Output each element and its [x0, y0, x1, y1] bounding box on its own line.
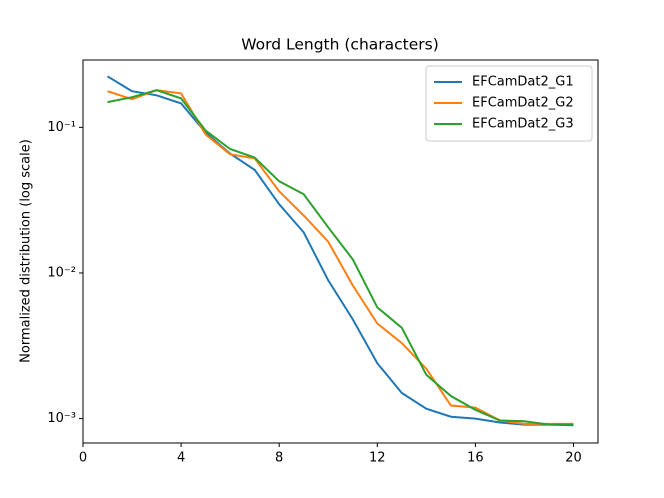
plot-frame [82, 59, 599, 444]
y-axis-label: Normalized distribution (log scale) [19, 139, 34, 363]
x-tick-label: 8 [275, 451, 283, 466]
legend-label: EFCamDat2_G1 [472, 75, 574, 90]
y-tick-label: 10⁻³ [47, 411, 76, 426]
y-tick-label: 10⁻¹ [47, 120, 76, 135]
x-tick-label: 20 [565, 451, 582, 466]
chart-title: Word Length (characters) [241, 36, 439, 54]
legend-label: EFCamDat2_G3 [472, 117, 574, 132]
data-line [106, 75, 574, 427]
legend-box [425, 65, 593, 142]
x-tick-label: 4 [177, 451, 185, 466]
x-tick-label: 0 [79, 451, 87, 466]
data-line [107, 89, 574, 426]
y-tick-label: 10⁻² [47, 265, 76, 280]
x-tick-label: 12 [369, 451, 386, 466]
x-tick-label: 16 [467, 451, 484, 466]
legend-label: EFCamDat2_G2 [472, 96, 574, 111]
